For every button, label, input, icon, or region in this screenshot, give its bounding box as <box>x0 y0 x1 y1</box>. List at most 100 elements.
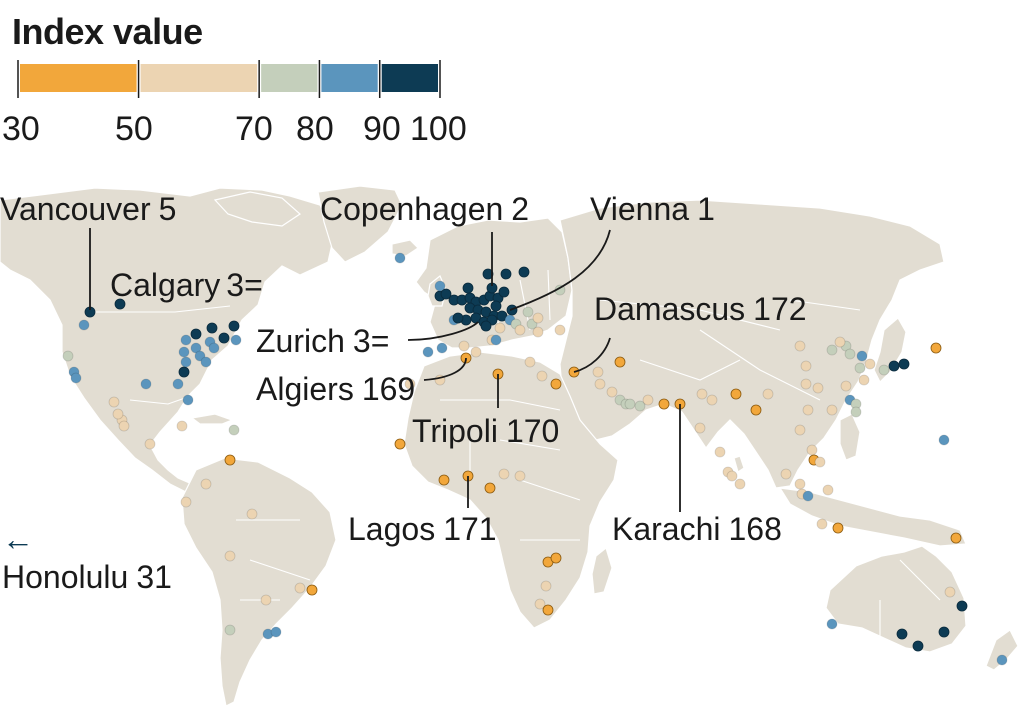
madagascar <box>591 546 613 595</box>
city-dot <box>500 268 512 280</box>
arctic-islands <box>213 191 301 227</box>
city-dot <box>750 404 762 416</box>
city-dot <box>422 346 434 358</box>
city-dot <box>898 358 910 370</box>
label-honolulu: Honolulu 31 <box>2 559 172 595</box>
city-dot <box>794 340 806 352</box>
city-dot <box>514 324 526 336</box>
city-dot <box>844 348 856 360</box>
city-dot <box>436 342 448 354</box>
legend-tick-80: 80 <box>296 110 334 148</box>
city-dot <box>694 422 706 434</box>
city-dot <box>550 552 562 564</box>
city-dot <box>522 306 534 318</box>
label-vienna: Vienna 1 <box>590 191 715 227</box>
legend-tick-labels: 30 50 70 80 90 100 <box>2 110 467 148</box>
city-dot <box>794 478 806 490</box>
city-dot <box>180 496 192 508</box>
legend-tick-30: 30 <box>2 110 40 148</box>
city-dot <box>912 640 924 652</box>
label-karachi: Karachi 168 <box>612 511 782 547</box>
caribbean <box>190 413 234 425</box>
city-dot <box>218 332 230 344</box>
leader-algiers <box>423 357 467 381</box>
city-dot <box>294 582 306 594</box>
city-dot <box>592 366 604 378</box>
city-dot <box>944 586 956 598</box>
city-dot <box>840 380 852 392</box>
city-dot <box>706 394 718 406</box>
city-dot <box>200 356 212 368</box>
south-america <box>181 457 337 707</box>
legend-tick-50: 50 <box>115 110 153 148</box>
city-dot <box>114 298 126 310</box>
city-dot <box>554 324 566 336</box>
city-dot <box>230 334 242 346</box>
city-dot <box>190 328 202 340</box>
legend-color-scale <box>17 60 441 98</box>
city-dot <box>118 420 130 432</box>
city-dot <box>470 346 482 358</box>
city-dot <box>224 624 236 636</box>
city-dot <box>182 394 194 406</box>
label-vancouver: Vancouver 5 <box>0 191 176 227</box>
city-dot <box>802 490 814 502</box>
city-dot <box>490 334 502 346</box>
greenland <box>317 185 403 263</box>
city-dot <box>270 626 282 638</box>
city-dot <box>434 280 446 292</box>
city-dot <box>726 470 738 482</box>
label-leader-lines <box>89 228 681 512</box>
city-dot <box>826 404 838 416</box>
city-dot <box>62 350 74 362</box>
city-dot <box>814 456 826 468</box>
legend-tick-100: 100 <box>410 110 467 148</box>
label-algiers: Algiers 169 <box>256 371 415 407</box>
legend-band-90-100 <box>381 64 438 92</box>
label-calgary: Calgary 3= <box>110 267 263 303</box>
city-dot <box>800 378 812 390</box>
city-dot <box>938 434 950 446</box>
city-dot <box>144 438 156 450</box>
city-dot <box>822 484 834 496</box>
label-tripoli: Tripoli 170 <box>412 413 559 449</box>
city-dot <box>462 282 474 294</box>
city-dot <box>178 346 190 358</box>
leader-zurich <box>407 321 479 341</box>
arrow-left-icon: ← <box>2 521 34 557</box>
label-copenhagen: Copenhagen 2 <box>320 191 529 227</box>
sri-lanka <box>733 455 745 473</box>
city-dot <box>180 334 192 346</box>
label-damascus: Damascus 172 <box>594 291 807 327</box>
city-dot <box>832 522 844 534</box>
city-dot <box>140 378 152 390</box>
city-dot <box>812 382 824 394</box>
leader-vienna <box>509 229 611 311</box>
label-lagos: Lagos 171 <box>348 511 497 547</box>
city-dot <box>70 372 82 384</box>
city-dot <box>458 340 470 352</box>
city-dot <box>224 454 236 466</box>
legend: Index value 30 50 70 80 90 100 <box>2 11 467 148</box>
city-dot <box>200 478 212 490</box>
city-dot <box>306 584 318 596</box>
city-dot <box>542 604 554 616</box>
city-dot <box>714 446 726 458</box>
city-dot <box>78 319 90 331</box>
city-dot <box>490 300 502 312</box>
city-dot <box>856 350 868 362</box>
legend-band-30-50 <box>20 64 137 92</box>
city-dot <box>938 626 950 638</box>
city-dot <box>246 508 258 520</box>
city-dot <box>956 600 968 612</box>
city-dot <box>614 356 626 368</box>
city-dot <box>594 378 606 390</box>
city-dot <box>780 468 792 480</box>
city-dot <box>878 364 890 376</box>
city-dot <box>440 288 452 300</box>
city-dot <box>452 312 464 324</box>
city-dot <box>762 388 774 400</box>
city-dot <box>642 394 654 406</box>
city-dot <box>624 398 636 410</box>
